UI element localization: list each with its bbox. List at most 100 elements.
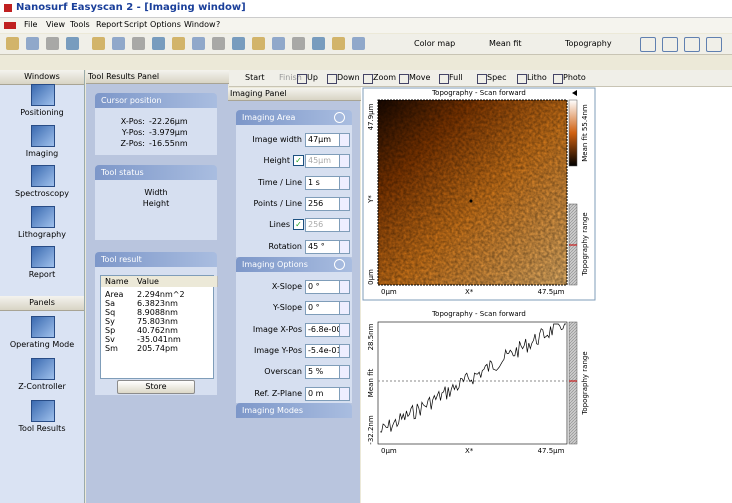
toolbar-icon[interactable]: [684, 37, 700, 52]
scan-icon[interactable]: [327, 74, 337, 84]
scan-button[interactable]: Start: [245, 73, 265, 82]
spinner[interactable]: [339, 154, 350, 168]
nav-icon[interactable]: [31, 206, 55, 228]
scan-button[interactable]: Litho: [527, 73, 547, 82]
field-input[interactable]: 5 %: [305, 365, 341, 379]
scan-button[interactable]: Down: [337, 73, 360, 82]
toolbar-icon[interactable]: [6, 37, 19, 50]
field-input[interactable]: 256: [305, 197, 341, 211]
toolbar-icon[interactable]: [46, 37, 59, 50]
collapse-icon[interactable]: [334, 259, 345, 270]
nav-label[interactable]: Imaging: [0, 149, 84, 158]
toolbar-icon[interactable]: [66, 37, 79, 50]
toolbar-icon[interactable]: [192, 37, 205, 50]
menu-item[interactable]: View: [46, 20, 65, 29]
toolbar-icon[interactable]: [112, 37, 125, 50]
menu-item[interactable]: Window: [184, 20, 216, 29]
toolbar-icon[interactable]: [662, 37, 678, 52]
store-button[interactable]: Store: [117, 380, 195, 394]
toolbar-icon[interactable]: [352, 37, 365, 50]
toolbar-icon[interactable]: [212, 37, 225, 50]
scan-icon[interactable]: [363, 74, 373, 84]
toolbar-icon[interactable]: [26, 37, 39, 50]
field-input[interactable]: 45 °: [305, 240, 341, 254]
spinner[interactable]: [339, 365, 350, 379]
menu-item[interactable]: Report: [96, 20, 123, 29]
nav-label[interactable]: Report: [0, 270, 84, 279]
nav-icon[interactable]: [31, 84, 55, 106]
scan-button[interactable]: Up: [307, 73, 318, 82]
scan-button[interactable]: Zoom: [373, 73, 396, 82]
nav-label[interactable]: Positioning: [0, 108, 84, 117]
checkbox[interactable]: ✓: [293, 155, 304, 166]
nav-label[interactable]: Operating Mode: [0, 340, 84, 349]
toolbar-icon[interactable]: [706, 37, 722, 52]
toolbar-icon[interactable]: [312, 37, 325, 50]
menu-item[interactable]: File: [24, 20, 37, 29]
scan-button[interactable]: Photo: [563, 73, 586, 82]
spinner[interactable]: [339, 280, 350, 294]
result-cell: 6.3823nm: [137, 299, 178, 308]
toolbar-icon[interactable]: [152, 37, 165, 50]
checkbox[interactable]: ✓: [293, 219, 304, 230]
spinner[interactable]: [339, 323, 350, 337]
toolbar-icon[interactable]: [640, 37, 656, 52]
spinner[interactable]: [339, 387, 350, 401]
collapse-icon[interactable]: [334, 112, 345, 123]
scan-button[interactable]: Move: [409, 73, 430, 82]
spinner[interactable]: [339, 301, 350, 315]
toolbar-icon[interactable]: [172, 37, 185, 50]
toolbar-icon[interactable]: [252, 37, 265, 50]
spinner[interactable]: [339, 240, 350, 254]
nav-icon[interactable]: [31, 316, 55, 338]
field-input[interactable]: 0 °: [305, 280, 341, 294]
field-input[interactable]: -6.8e-009: [305, 323, 341, 337]
spinner[interactable]: [339, 218, 350, 232]
nav-icon[interactable]: [31, 400, 55, 422]
scan-button[interactable]: Spec: [487, 73, 506, 82]
scan-icon[interactable]: [399, 74, 409, 84]
scan-icon[interactable]: [439, 74, 449, 84]
field-input[interactable]: 47µm: [305, 133, 341, 147]
group-header[interactable]: Imaging Modes: [236, 403, 352, 418]
nav-icon[interactable]: [31, 358, 55, 380]
toolbar-icon[interactable]: [272, 37, 285, 50]
scan-icon[interactable]: [517, 74, 527, 84]
topography-button[interactable]: Topography: [565, 39, 612, 48]
menu-item[interactable]: Options: [150, 20, 181, 29]
toolbar-icon[interactable]: [132, 37, 145, 50]
mean-fit-button[interactable]: Mean fit: [489, 39, 522, 48]
nav-label[interactable]: Lithography: [0, 230, 84, 239]
menu-item[interactable]: Script: [124, 20, 147, 29]
cursor-label: Y-Pos:: [95, 128, 145, 137]
scan-icon[interactable]: [477, 74, 487, 84]
toolbar-icon[interactable]: [92, 37, 105, 50]
nav-icon[interactable]: [31, 125, 55, 147]
scan-button[interactable]: Full: [449, 73, 463, 82]
scan-icon[interactable]: [553, 74, 563, 84]
field-input[interactable]: 1 s: [305, 176, 341, 190]
field-input[interactable]: 45µm: [305, 154, 341, 168]
nav-icon[interactable]: [31, 246, 55, 268]
nav-label[interactable]: Z-Controller: [0, 382, 84, 391]
field-input[interactable]: -5.4e-010: [305, 344, 341, 358]
spinner[interactable]: [339, 344, 350, 358]
nav-icon[interactable]: [31, 165, 55, 187]
spinner[interactable]: [339, 197, 350, 211]
field-input[interactable]: 0 °: [305, 301, 341, 315]
toolbar-icon[interactable]: [292, 37, 305, 50]
scan-icon[interactable]: [297, 74, 307, 84]
spinner[interactable]: [339, 133, 350, 147]
nav-label[interactable]: Spectroscopy: [0, 189, 84, 198]
menu-item[interactable]: ?: [216, 20, 220, 29]
field-input[interactable]: 0 m: [305, 387, 341, 401]
toolbar-icon[interactable]: [232, 37, 245, 50]
color-map-button[interactable]: Color map: [414, 39, 455, 48]
field-input[interactable]: 256: [305, 218, 341, 232]
nav-label[interactable]: Tool Results: [0, 424, 84, 433]
group-body: NameValueArea2.294nm^2Sa6.3823nmSq8.9088…: [95, 267, 217, 395]
toolbar-icon[interactable]: [332, 37, 345, 50]
image-views: Topography - Scan forward 47.9µm Y* 0µm …: [361, 87, 732, 503]
menu-item[interactable]: Tools: [70, 20, 90, 29]
spinner[interactable]: [339, 176, 350, 190]
